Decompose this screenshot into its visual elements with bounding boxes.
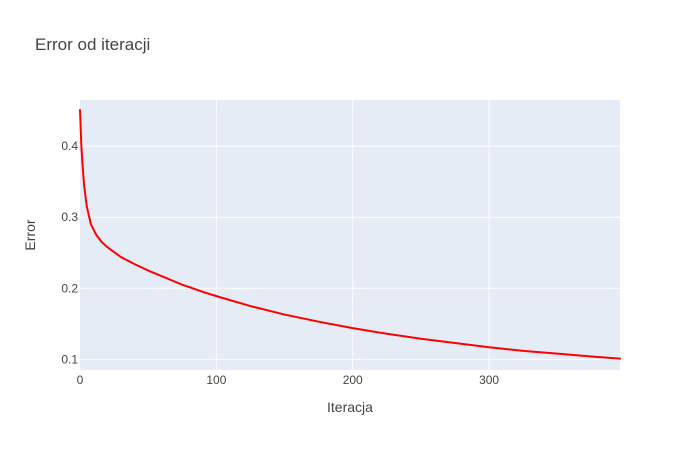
plot-area [80,100,620,370]
y-tick-label: 0.4 [61,139,78,153]
x-tick-label: 0 [77,373,84,387]
x-tick-label: 300 [479,373,499,387]
y-tick-label: 0.2 [61,281,78,295]
y-axis-title: Error [22,219,38,250]
y-tick-label: 0.3 [61,210,78,224]
chart-title: Error od iteracji [35,35,150,54]
tick-labels: 0 100 200 300 0.1 0.2 0.3 0.4 [61,139,499,387]
y-tick-label: 0.1 [61,352,78,366]
gridlines [80,100,620,370]
x-axis-title: Iteracja [327,399,373,415]
x-tick-label: 100 [206,373,226,387]
series-layer [79,108,621,360]
x-tick-label: 200 [343,373,363,387]
series-line-0 [79,108,621,360]
